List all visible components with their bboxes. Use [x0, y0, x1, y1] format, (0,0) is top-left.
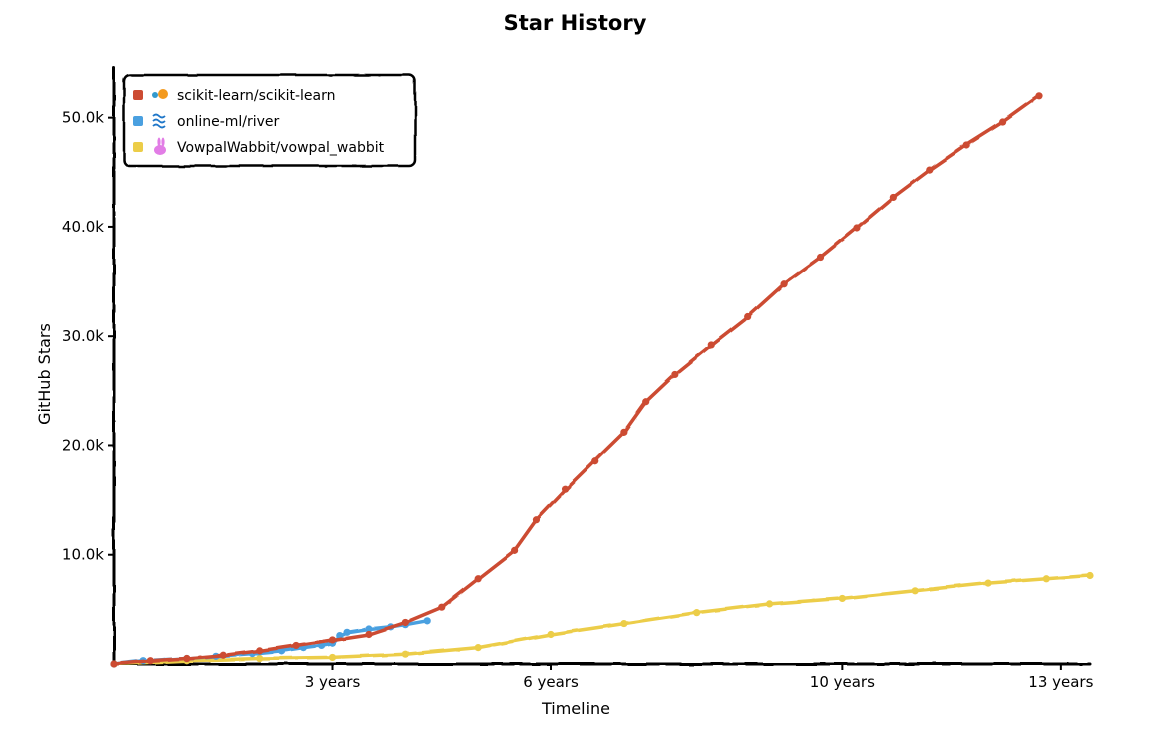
river-waves-icon-part [152, 118, 166, 124]
rabbit-icon-part [161, 137, 165, 147]
legend-label: scikit-learn/scikit-learn [177, 88, 335, 104]
river-waves-icon [152, 113, 166, 129]
data-point [889, 193, 897, 202]
data-point [926, 166, 934, 174]
legend-item: VowpalWabbit/vowpal_wabbit [133, 137, 385, 156]
series-layer [110, 92, 1094, 668]
data-point [642, 398, 650, 406]
data-point [532, 516, 541, 524]
y-tick-label: 30.0k [62, 327, 104, 345]
data-point [620, 428, 628, 436]
data-point [984, 579, 992, 587]
data-point [591, 457, 599, 465]
data-point [110, 660, 118, 668]
data-point [671, 370, 679, 379]
legend-swatch [133, 90, 143, 100]
data-point [438, 603, 446, 611]
series-scikit-learn-scikit-learn [110, 92, 1043, 668]
scikit-learn-logo-icon-part [152, 92, 158, 98]
data-point [423, 617, 431, 625]
data-point [146, 657, 155, 665]
data-point [219, 651, 227, 659]
legend-item: scikit-learn/scikit-learn [133, 88, 335, 104]
data-point [292, 641, 300, 650]
legend-box [122, 73, 417, 168]
legend-swatch [133, 142, 143, 152]
data-point [256, 647, 264, 655]
data-point [474, 575, 482, 583]
data-point [328, 636, 337, 644]
data-point [365, 625, 373, 633]
axes [110, 66, 1092, 668]
y-tick-label: 50.0k [62, 109, 104, 127]
legend-swatch [133, 116, 143, 126]
data-point [911, 587, 919, 595]
data-point [693, 609, 701, 617]
y-tick-label: 40.0k [62, 218, 104, 236]
legend-label: online-ml/river [177, 114, 280, 130]
data-point [1035, 92, 1043, 100]
river-waves-icon-part [152, 113, 166, 119]
data-point [962, 141, 970, 149]
rabbit-icon-part [154, 145, 166, 155]
river-waves-icon-part [152, 123, 166, 129]
y-axis-label: GitHub Stars [35, 323, 54, 425]
data-point [328, 653, 337, 662]
legend-item: online-ml/river [133, 113, 280, 130]
x-tick-label: 6 years [523, 673, 579, 691]
chart-title: Star History [504, 11, 647, 35]
data-point [853, 224, 861, 232]
rabbit-icon [154, 137, 166, 155]
data-point [816, 253, 825, 262]
x-tick-label: 10 years [810, 673, 875, 691]
data-point [256, 654, 264, 663]
data-point [365, 630, 373, 639]
x-axis-label: Timeline [541, 699, 610, 718]
scikit-learn-logo-icon [152, 89, 168, 99]
data-point [744, 312, 752, 321]
x-tick-label: 13 years [1028, 673, 1093, 691]
y-ticks: 10.0k 20.0k 30.0k 40.0k 50.0k [62, 109, 114, 564]
data-point [343, 628, 351, 636]
data-point [561, 485, 570, 493]
data-point [780, 280, 788, 288]
data-point [1086, 571, 1094, 580]
data-point [1042, 575, 1050, 583]
data-point [620, 619, 628, 628]
x-ticks: 3 years 6 years 10 years 13 years [305, 664, 1094, 691]
y-tick-label: 10.0k [62, 546, 104, 564]
data-point [183, 654, 191, 663]
series-line-scikit-learn-scikit-learn [112, 94, 1041, 666]
data-point [998, 118, 1007, 126]
data-point [510, 546, 519, 554]
legend-label: VowpalWabbit/vowpal_wabbit [177, 140, 385, 156]
y-tick-label: 20.0k [62, 436, 104, 454]
data-point [401, 650, 409, 658]
data-point [765, 600, 774, 608]
data-point [838, 594, 846, 603]
data-point [707, 341, 715, 349]
rabbit-icon-part [157, 137, 161, 147]
scikit-learn-logo-icon-part [158, 89, 168, 99]
legend: scikit-learn/scikit-learn online-ml/river… [122, 73, 417, 168]
x-tick-label: 3 years [305, 673, 361, 691]
data-point [474, 644, 482, 652]
data-point [401, 618, 409, 627]
data-point [547, 630, 555, 639]
